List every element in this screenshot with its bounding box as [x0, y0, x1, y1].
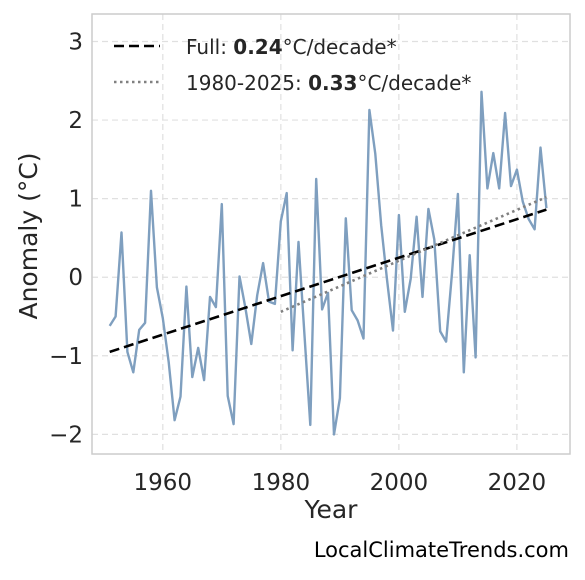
legend-label-recent-prefix: 1980-2025: — [186, 71, 308, 95]
y-tick-label: −2 — [49, 422, 83, 448]
series-group — [108, 90, 548, 436]
legend-label-full: Full: 0.24°C/decade* — [186, 35, 397, 59]
legend-label-recent-value: 0.33 — [308, 71, 357, 95]
y-tick-labels: −2 −1 0 1 2 3 — [49, 30, 83, 449]
legend-label-recent: 1980-2025: 0.33°C/decade* — [186, 71, 471, 95]
x-axis-title: Year — [304, 495, 359, 524]
x-tick-label: 2000 — [370, 470, 429, 496]
y-tick-label: 0 — [68, 265, 83, 291]
y-tick-label: 2 — [68, 108, 83, 134]
x-tick-label: 1960 — [134, 470, 193, 496]
series-line-trend-full — [109, 208, 547, 354]
plot-area-frame — [91, 13, 571, 455]
series-line-trend-recent — [280, 195, 547, 313]
legend-label-full-suffix: °C/decade* — [283, 35, 397, 59]
x-tick-label: 1980 — [252, 470, 311, 496]
y-tick-label: −1 — [49, 344, 83, 370]
legend-label-recent-suffix: °C/decade* — [357, 71, 471, 95]
legend: Full: 0.24°C/decade* 1980-2025: 0.33°C/d… — [114, 35, 471, 95]
y-tick-label: 3 — [68, 30, 83, 56]
x-tick-labels: 1960 1980 2000 2020 — [134, 470, 547, 496]
y-axis-title: Anomaly (°C) — [14, 152, 43, 319]
y-tick-label: 1 — [68, 187, 83, 213]
x-tick-label: 2020 — [488, 470, 547, 496]
series-line-anomaly — [108, 90, 548, 436]
watermark-text: LocalClimateTrends.com — [313, 538, 569, 562]
legend-label-full-value: 0.24 — [233, 35, 282, 59]
legend-label-full-prefix: Full: — [186, 35, 233, 59]
